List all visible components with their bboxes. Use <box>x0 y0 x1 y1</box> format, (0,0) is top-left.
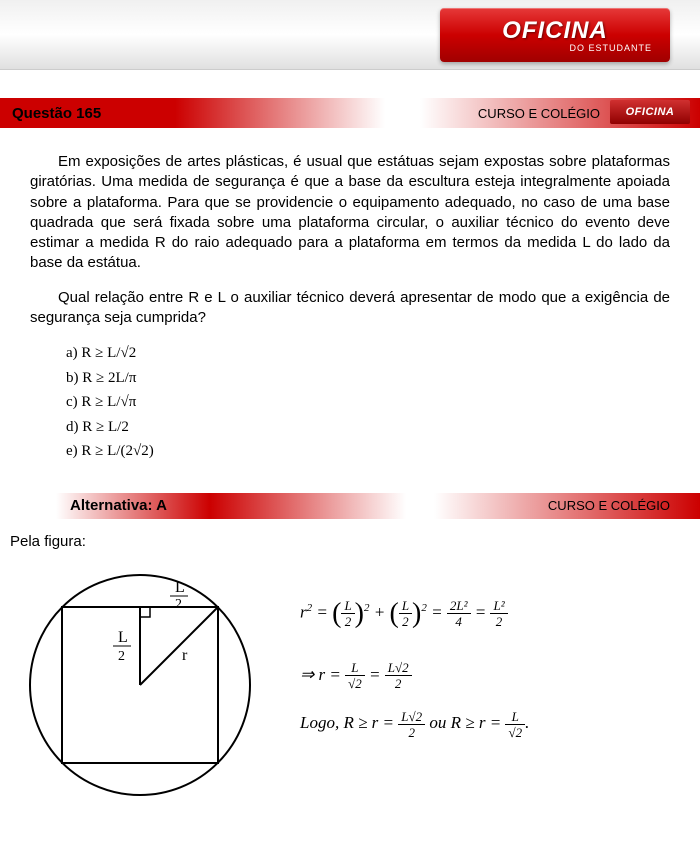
solution-section: Pela figura: L 2 L 2 r <box>0 519 700 825</box>
question-bar: Questão 165 CURSO E COLÉGIO OFICINA <box>0 98 700 128</box>
option-b: b) R ≥ 2L/π <box>66 367 670 390</box>
paragraph-2: Qual relação entre R e L o auxiliar técn… <box>30 288 670 329</box>
math-line-1: r2 = (L2)2 + (L2)2 = 2L²4 = L²2 <box>300 580 529 647</box>
curso-label: CURSO E COLÉGIO <box>478 106 600 121</box>
label-2-top: 2 <box>175 597 182 612</box>
arrow-r: ⇒ r = <box>300 665 341 684</box>
answer-label: Alternativa: A <box>70 497 167 514</box>
f2n: L <box>399 599 412 614</box>
l3f1d: 2 <box>398 725 425 739</box>
l3f2d: √2 <box>505 725 525 739</box>
question-number: Questão 165 <box>12 105 101 122</box>
label-L-left: L <box>118 629 128 646</box>
label-2-left: 2 <box>118 649 125 664</box>
l2f1n: L <box>345 661 365 676</box>
math-line-3: Logo, R ≥ r = L√22 ou R ≥ r = L√2. <box>300 703 529 744</box>
option-a: a) R ≥ L/√2 <box>66 342 670 365</box>
option-e: e) R ≥ L/(2√2) <box>66 440 670 463</box>
option-c: c) R ≥ L/√π <box>66 391 670 414</box>
l3f2n: L <box>505 710 525 725</box>
sup-2: 2 <box>307 601 313 613</box>
solution-intro: Pela figura: <box>10 533 680 550</box>
spacer <box>0 70 700 98</box>
label-r: r <box>182 647 188 664</box>
r-var: r <box>300 602 307 621</box>
radius-line <box>140 607 218 685</box>
options-list: a) R ≥ L/√2 b) R ≥ 2L/π c) R ≥ L/√π d) R… <box>66 342 670 463</box>
option-d: d) R ≥ L/2 <box>66 416 670 439</box>
l2f1d: √2 <box>345 676 365 690</box>
logo-badge: OFICINA DO ESTUDANTE <box>440 8 670 62</box>
f1d: 2 <box>341 614 354 628</box>
f3d: 4 <box>447 614 471 628</box>
answer-curso: CURSO E COLÉGIO <box>548 498 670 513</box>
mini-logo-text: OFICINA <box>626 106 675 118</box>
l2f2d: 2 <box>385 676 412 690</box>
answer-bar: Alternativa: A CURSO E COLÉGIO <box>0 493 700 519</box>
f1n: L <box>341 599 354 614</box>
math-line-2: ⇒ r = L√2 = L√22 <box>300 655 529 696</box>
f3n: 2L² <box>447 599 471 614</box>
ou-text: ou R ≥ r = <box>429 713 501 732</box>
math-block: r2 = (L2)2 + (L2)2 = 2L²4 = L²2 ⇒ r = L√… <box>300 560 529 753</box>
logo-text: Logo, R ≥ r = <box>300 713 394 732</box>
page-header: OFICINA DO ESTUDANTE <box>0 0 700 70</box>
geometry-figure: L 2 L 2 r <box>10 560 270 800</box>
solution-body: L 2 L 2 r r2 = (L2)2 + (L2)2 = 2L²4 = L²… <box>10 560 680 805</box>
l2f2n: L√2 <box>385 661 412 676</box>
label-L-top: L <box>175 579 185 596</box>
period: . <box>525 713 529 732</box>
paragraph-1: Em exposições de artes plásticas, é usua… <box>30 152 670 274</box>
f4d: 2 <box>490 614 507 628</box>
f4n: L² <box>490 599 507 614</box>
l3f1n: L√2 <box>398 710 425 725</box>
logo-main-text: OFICINA <box>502 17 608 45</box>
figure-container: L 2 L 2 r <box>10 560 270 805</box>
f2d: 2 <box>399 614 412 628</box>
question-content: Em exposições de artes plásticas, é usua… <box>0 128 700 475</box>
mini-logo: OFICINA <box>610 100 690 124</box>
logo-sub-text: DO ESTUDANTE <box>569 43 652 53</box>
right-angle-icon <box>140 607 150 617</box>
